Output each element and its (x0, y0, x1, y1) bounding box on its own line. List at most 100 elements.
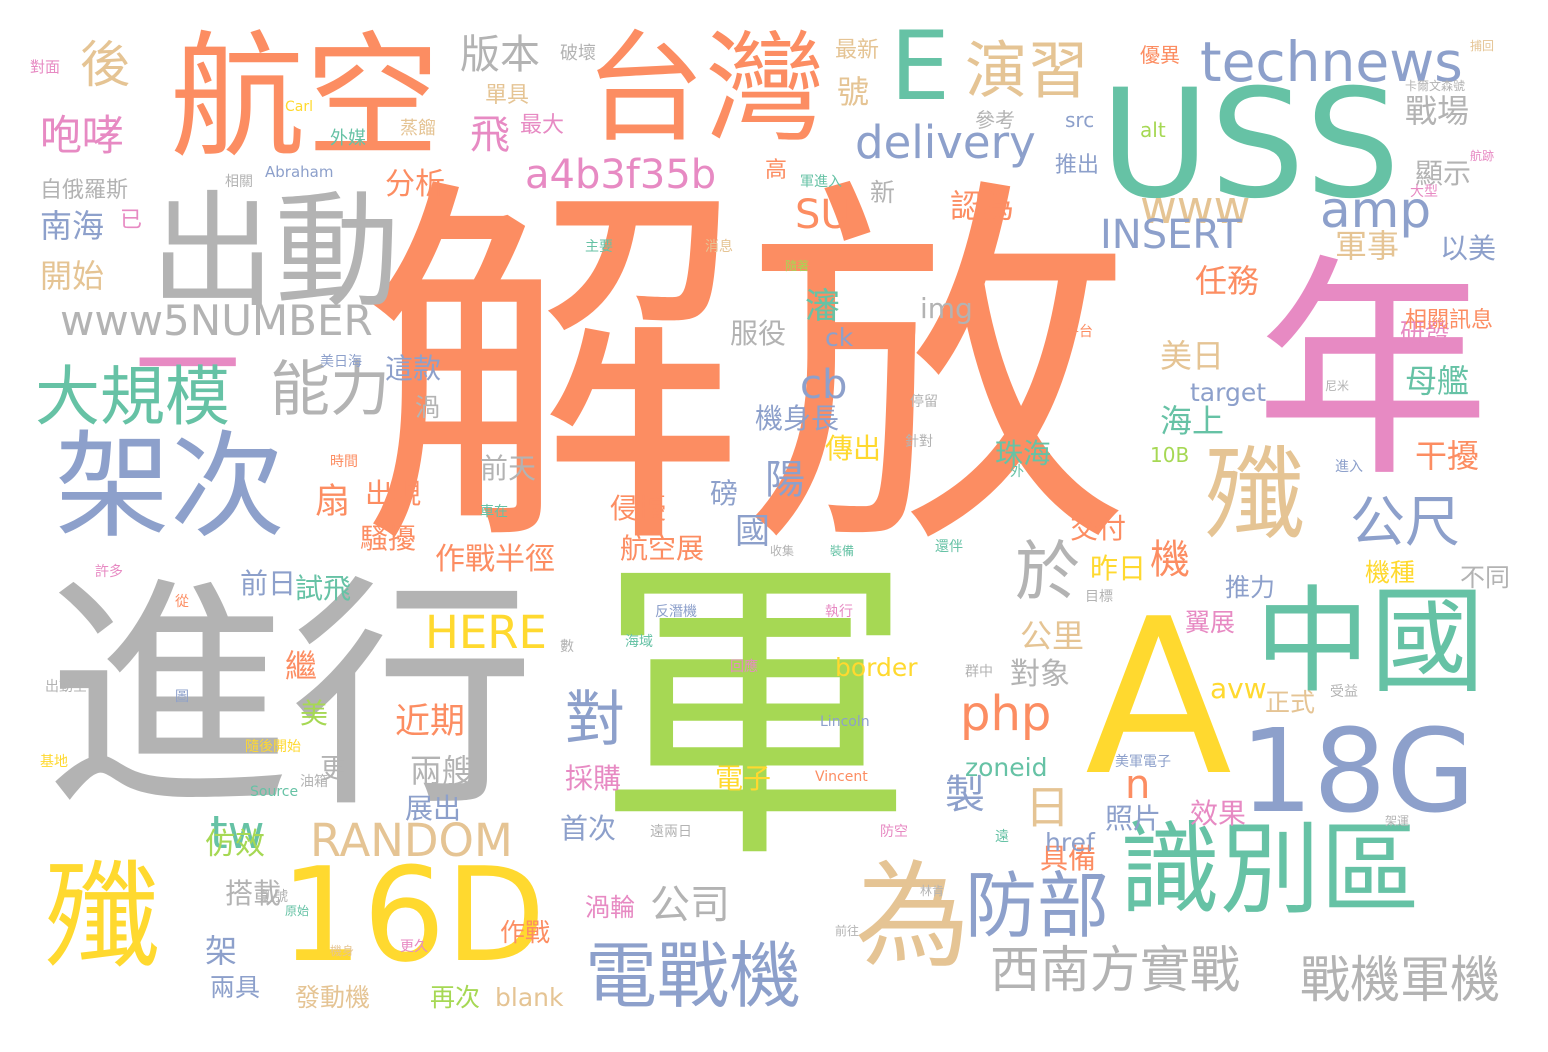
cloud-word: 圖 (175, 689, 189, 705)
cloud-word: 進行 (45, 555, 535, 840)
cloud-word: 反潛機 (655, 604, 697, 620)
cloud-word: 交付 (1070, 512, 1127, 545)
cloud-word: 主要 (585, 239, 613, 255)
cloud-word: 出動 (150, 180, 400, 325)
cloud-word: 裝備 (830, 544, 855, 558)
cloud-word: 遠兩日 (650, 824, 692, 840)
cloud-word: 瀋 (805, 287, 841, 327)
cloud-word: 珠海 (995, 437, 1052, 470)
cloud-word: 車在 (480, 504, 508, 520)
cloud-word: 針對 (905, 434, 933, 450)
cloud-word: 架次 (55, 420, 286, 554)
cloud-word: HERE (425, 606, 547, 659)
cloud-word: 南海 (40, 207, 105, 245)
cloud-word: 受益 (1330, 684, 1358, 700)
cloud-word: 版本 (460, 32, 540, 78)
cloud-word: 美軍電子 (1115, 754, 1171, 770)
cloud-word: 於 (1015, 535, 1081, 610)
cloud-word: 開始 (40, 257, 105, 295)
cloud-word: 仿效 (205, 827, 265, 862)
cloud-word: 發動機 (295, 983, 371, 1012)
cloud-word: 任務 (1195, 262, 1260, 300)
cloud-word: 前日 (240, 567, 297, 600)
cloud-word: Abraham (265, 163, 334, 181)
cloud-word: 機身 (330, 944, 355, 958)
cloud-word: 渦 (415, 393, 441, 422)
cloud-word: 飛 (470, 112, 510, 158)
cloud-word: 照片 (1105, 802, 1162, 835)
cloud-word: 兩具 (210, 973, 261, 1002)
cloud-word: 騷擾 (360, 522, 417, 555)
cloud-word: 航空 (170, 19, 440, 176)
cloud-word: 美 (300, 697, 329, 730)
cloud-word: 出現 (365, 477, 422, 510)
cloud-word: 相關訊息 (1405, 308, 1494, 333)
cloud-word: 製 (945, 772, 985, 818)
cloud-word: 蒸餾 (400, 118, 436, 139)
cloud-word: 數 (560, 639, 574, 655)
cloud-word: tw (210, 806, 265, 859)
cloud-word: Lincoln (820, 714, 870, 730)
cloud-word: 電子 (715, 762, 772, 795)
cloud-word: 效果 (1190, 797, 1247, 830)
cloud-word: 這款 (385, 352, 442, 385)
cloud-word: 解放 (360, 148, 1130, 596)
cloud-word: 咆哮 (40, 111, 125, 160)
cloud-word: Vincent (815, 769, 868, 785)
cloud-word: 時間 (330, 454, 358, 470)
cloud-word: src (1065, 108, 1095, 132)
cloud-word: 出動空 (45, 679, 87, 695)
cloud-word: 油箱 (300, 774, 328, 790)
cloud-word: 不同 (1460, 563, 1511, 592)
cloud-word: 殲 (45, 850, 161, 984)
cloud-word: 外 (1010, 464, 1024, 480)
cloud-word: img (920, 292, 973, 325)
cloud-word: 正式 (1265, 688, 1316, 717)
cloud-word: 防空 (880, 824, 908, 840)
cloud-word: 昨日 (1090, 552, 1147, 585)
cloud-word: 作戰 (500, 918, 551, 947)
cloud-word: 台灣 (585, 20, 825, 159)
cloud-word: 推出 (1055, 153, 1100, 178)
cloud-word: 卡爾文森號 (1405, 79, 1466, 93)
cloud-word: 消息 (705, 239, 733, 255)
cloud-word: RANDOM (310, 814, 513, 867)
cloud-word: 具備 (1040, 842, 1097, 875)
cloud-word: 殲 (1205, 436, 1305, 553)
cloud-word: 認為 (950, 187, 1015, 225)
cloud-word: USS (1100, 58, 1401, 232)
cloud-word: 執行 (825, 604, 853, 620)
cloud-word: 許多 (95, 564, 123, 580)
cloud-word: 群中 (965, 664, 993, 680)
cloud-word: 軍事 (1335, 227, 1400, 265)
cloud-word: Carl (285, 99, 313, 115)
cloud-word: 大規模 (35, 360, 231, 435)
cloud-word: 號 (832, 75, 870, 107)
cloud-word: amp (1320, 181, 1432, 239)
cloud-word: 航跡 (1470, 149, 1495, 163)
cloud-word: zoneid (965, 753, 1048, 782)
cloud-word: 戰機軍機 (1300, 951, 1500, 1009)
cloud-word: 干擾 (1415, 437, 1480, 475)
cloud-word: 參考 (975, 108, 1015, 132)
cloud-word: 捕回 (1470, 39, 1495, 53)
cloud-word: 翼展 (1185, 608, 1236, 637)
cloud-word: 海上 (1160, 402, 1225, 440)
cloud-word: 航空展 (620, 532, 705, 565)
cloud-word: 服役 (730, 317, 787, 350)
cloud-word: 最新 (835, 38, 880, 63)
cloud-word: 優異 (1140, 43, 1180, 67)
cloud-word: 尼米 (1325, 379, 1350, 393)
cloud-word: 顯示 (1415, 157, 1472, 190)
cloud-word: 展出 (405, 792, 462, 825)
cloud-word: 對象 (1010, 657, 1070, 692)
cloud-word: 10B (1150, 443, 1190, 467)
cloud-word: 隨著 (785, 259, 810, 273)
cloud-word: 單具 (485, 83, 530, 108)
cloud-word: 美日海 (320, 354, 362, 370)
cloud-word: 最大 (520, 113, 565, 138)
cloud-word: blank (495, 983, 564, 1012)
cloud-word: 機 (1150, 537, 1190, 583)
cloud-word: 能力 (270, 355, 390, 425)
